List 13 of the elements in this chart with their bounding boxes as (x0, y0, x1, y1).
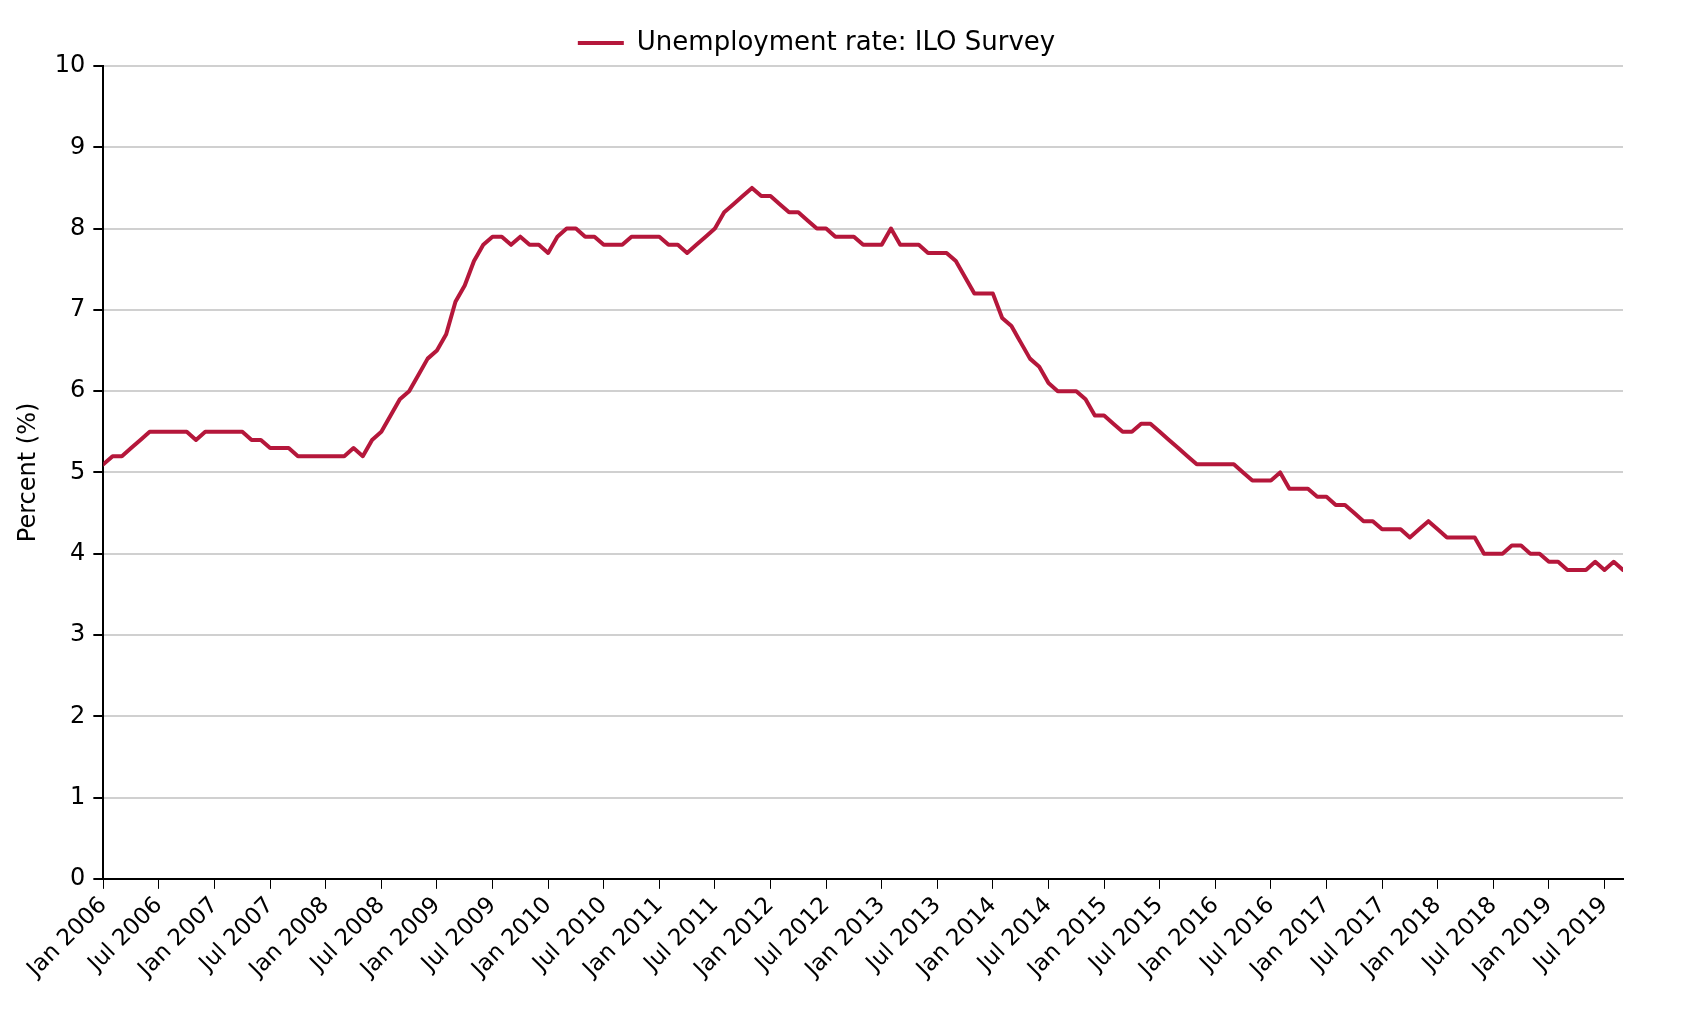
y-tick-label: 8 (70, 212, 86, 241)
y-tick-label: 7 (70, 294, 86, 323)
y-tick-label: 5 (70, 456, 86, 485)
y-tick-label: 6 (70, 375, 86, 404)
legend-label: Unemployment rate: ILO Survey (636, 25, 1056, 56)
y-tick-label: 3 (70, 619, 86, 648)
y-tick-label: 4 (70, 537, 86, 566)
y-tick-label: 10 (54, 50, 86, 79)
y-tick-label: 2 (70, 700, 86, 729)
y-axis-title: Percent (%) (12, 402, 41, 543)
y-tick-label: 9 (70, 131, 86, 160)
y-tick-label: 1 (70, 781, 86, 810)
y-tick-label: 0 (70, 863, 86, 892)
